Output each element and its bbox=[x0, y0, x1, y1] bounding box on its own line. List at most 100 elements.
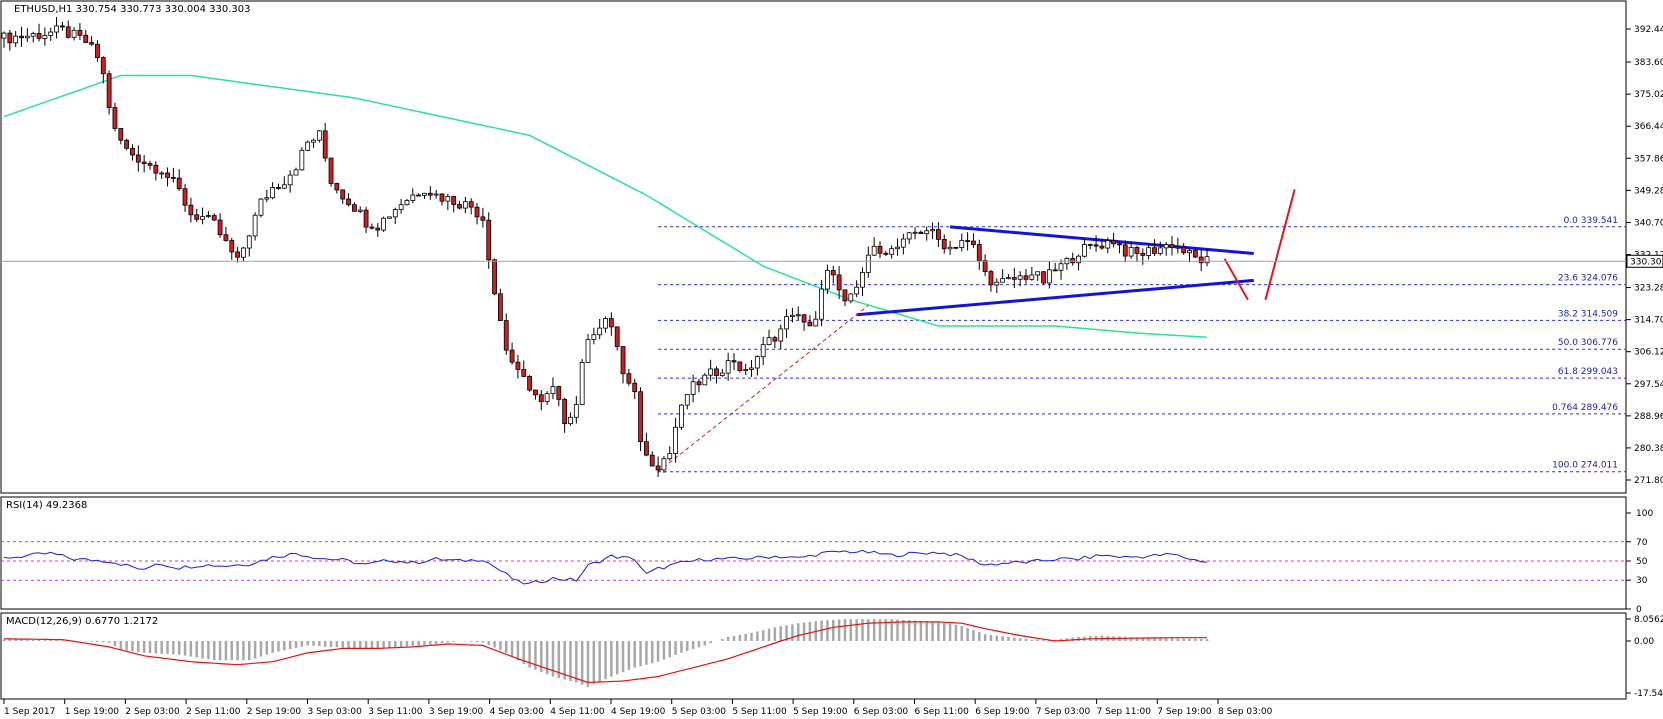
candle-body bbox=[1041, 271, 1046, 284]
candle bbox=[276, 183, 281, 190]
macd-tick-label: -17.5449 bbox=[1634, 689, 1663, 699]
time-tick-label: 3 Sep 11:00 bbox=[368, 707, 423, 717]
candle-body bbox=[392, 209, 398, 218]
candle bbox=[1076, 254, 1081, 271]
candle bbox=[1105, 237, 1111, 254]
dashed-support-line bbox=[657, 305, 869, 473]
candle bbox=[900, 233, 906, 255]
candle bbox=[462, 196, 468, 214]
fib-label: 38.2 314.509 bbox=[1558, 309, 1618, 319]
candle bbox=[760, 336, 766, 366]
candle bbox=[1128, 241, 1134, 259]
candle-body bbox=[468, 201, 474, 208]
candle-body bbox=[947, 246, 953, 250]
candle bbox=[988, 269, 994, 292]
candle-body bbox=[205, 215, 211, 218]
price-tick-label: 323.280 bbox=[1634, 284, 1663, 294]
candle bbox=[533, 389, 538, 400]
candle-body bbox=[1204, 256, 1210, 264]
candle-body bbox=[1082, 244, 1087, 257]
candle bbox=[895, 238, 900, 256]
candle bbox=[410, 188, 416, 204]
candle-body bbox=[749, 367, 754, 370]
candle bbox=[492, 258, 497, 296]
rsi-line bbox=[3, 549, 1208, 585]
candle-body bbox=[1076, 255, 1081, 264]
candle bbox=[19, 26, 24, 47]
rsi-tick-label: 50 bbox=[1636, 557, 1648, 567]
candle-body bbox=[486, 219, 492, 261]
candle-body bbox=[754, 356, 760, 369]
price-tick-label: 280.380 bbox=[1634, 444, 1663, 454]
candle-body bbox=[13, 35, 19, 44]
candle-body bbox=[1175, 246, 1181, 249]
candle bbox=[7, 29, 13, 51]
candle-body bbox=[1070, 258, 1076, 264]
candle bbox=[1163, 241, 1169, 256]
candle bbox=[427, 186, 433, 200]
candle-body bbox=[54, 25, 59, 33]
candle-body bbox=[550, 386, 556, 395]
candle-body bbox=[217, 219, 223, 236]
candle bbox=[176, 169, 182, 191]
candle bbox=[334, 182, 340, 194]
candle-body bbox=[655, 465, 661, 471]
candle bbox=[369, 223, 375, 230]
candle bbox=[1134, 245, 1140, 263]
time-tick-label: 3 Sep 19:00 bbox=[429, 707, 484, 717]
candle-body bbox=[836, 274, 842, 291]
candle-body bbox=[1035, 271, 1041, 276]
candle-body bbox=[521, 369, 527, 377]
candle-body bbox=[690, 381, 696, 395]
candle bbox=[270, 182, 276, 200]
candle-body bbox=[649, 454, 655, 467]
candle bbox=[924, 226, 930, 241]
candle bbox=[1035, 271, 1041, 281]
candle bbox=[836, 266, 842, 300]
candle bbox=[550, 377, 556, 400]
macd-panel-border bbox=[0, 612, 1627, 700]
candle-body bbox=[1192, 250, 1198, 258]
candle bbox=[287, 170, 293, 193]
candle-body bbox=[772, 337, 778, 342]
candle bbox=[1023, 268, 1029, 284]
candle bbox=[679, 404, 684, 430]
candle bbox=[1181, 243, 1187, 255]
candle bbox=[217, 213, 223, 238]
candle-body bbox=[941, 239, 947, 250]
candle-body bbox=[597, 327, 603, 336]
candle-body bbox=[1146, 247, 1152, 256]
candle-body bbox=[316, 130, 322, 141]
candle-body bbox=[906, 232, 912, 240]
candle-body bbox=[959, 240, 965, 248]
candle-body bbox=[825, 270, 830, 290]
candle bbox=[1064, 257, 1070, 270]
candle bbox=[468, 198, 474, 215]
candle bbox=[299, 147, 305, 171]
candle-body bbox=[241, 247, 246, 258]
candle-body bbox=[188, 204, 194, 216]
candle-body bbox=[819, 288, 824, 320]
candle bbox=[316, 130, 322, 143]
candle-body bbox=[427, 192, 433, 196]
rsi-panel-border bbox=[0, 496, 1627, 610]
candle bbox=[480, 207, 486, 228]
time-tick-label: 4 Sep 19:00 bbox=[611, 707, 666, 717]
candle bbox=[1169, 235, 1175, 256]
candle bbox=[293, 167, 299, 176]
price-tick-label: 349.280 bbox=[1634, 186, 1663, 196]
time-tick-label: 2 Sep 11:00 bbox=[186, 707, 241, 717]
candle bbox=[1046, 261, 1052, 289]
candle-body bbox=[1105, 240, 1111, 249]
candle bbox=[953, 246, 959, 250]
candle bbox=[801, 314, 807, 331]
candle-body bbox=[480, 216, 486, 221]
fib-label: 50.0 306.776 bbox=[1558, 338, 1618, 348]
candle bbox=[632, 378, 638, 400]
candle bbox=[790, 307, 795, 323]
candle-body bbox=[71, 29, 77, 38]
candle-body bbox=[36, 33, 42, 39]
candle-body bbox=[65, 26, 71, 38]
candle bbox=[830, 265, 836, 284]
candle-body bbox=[1006, 277, 1011, 280]
